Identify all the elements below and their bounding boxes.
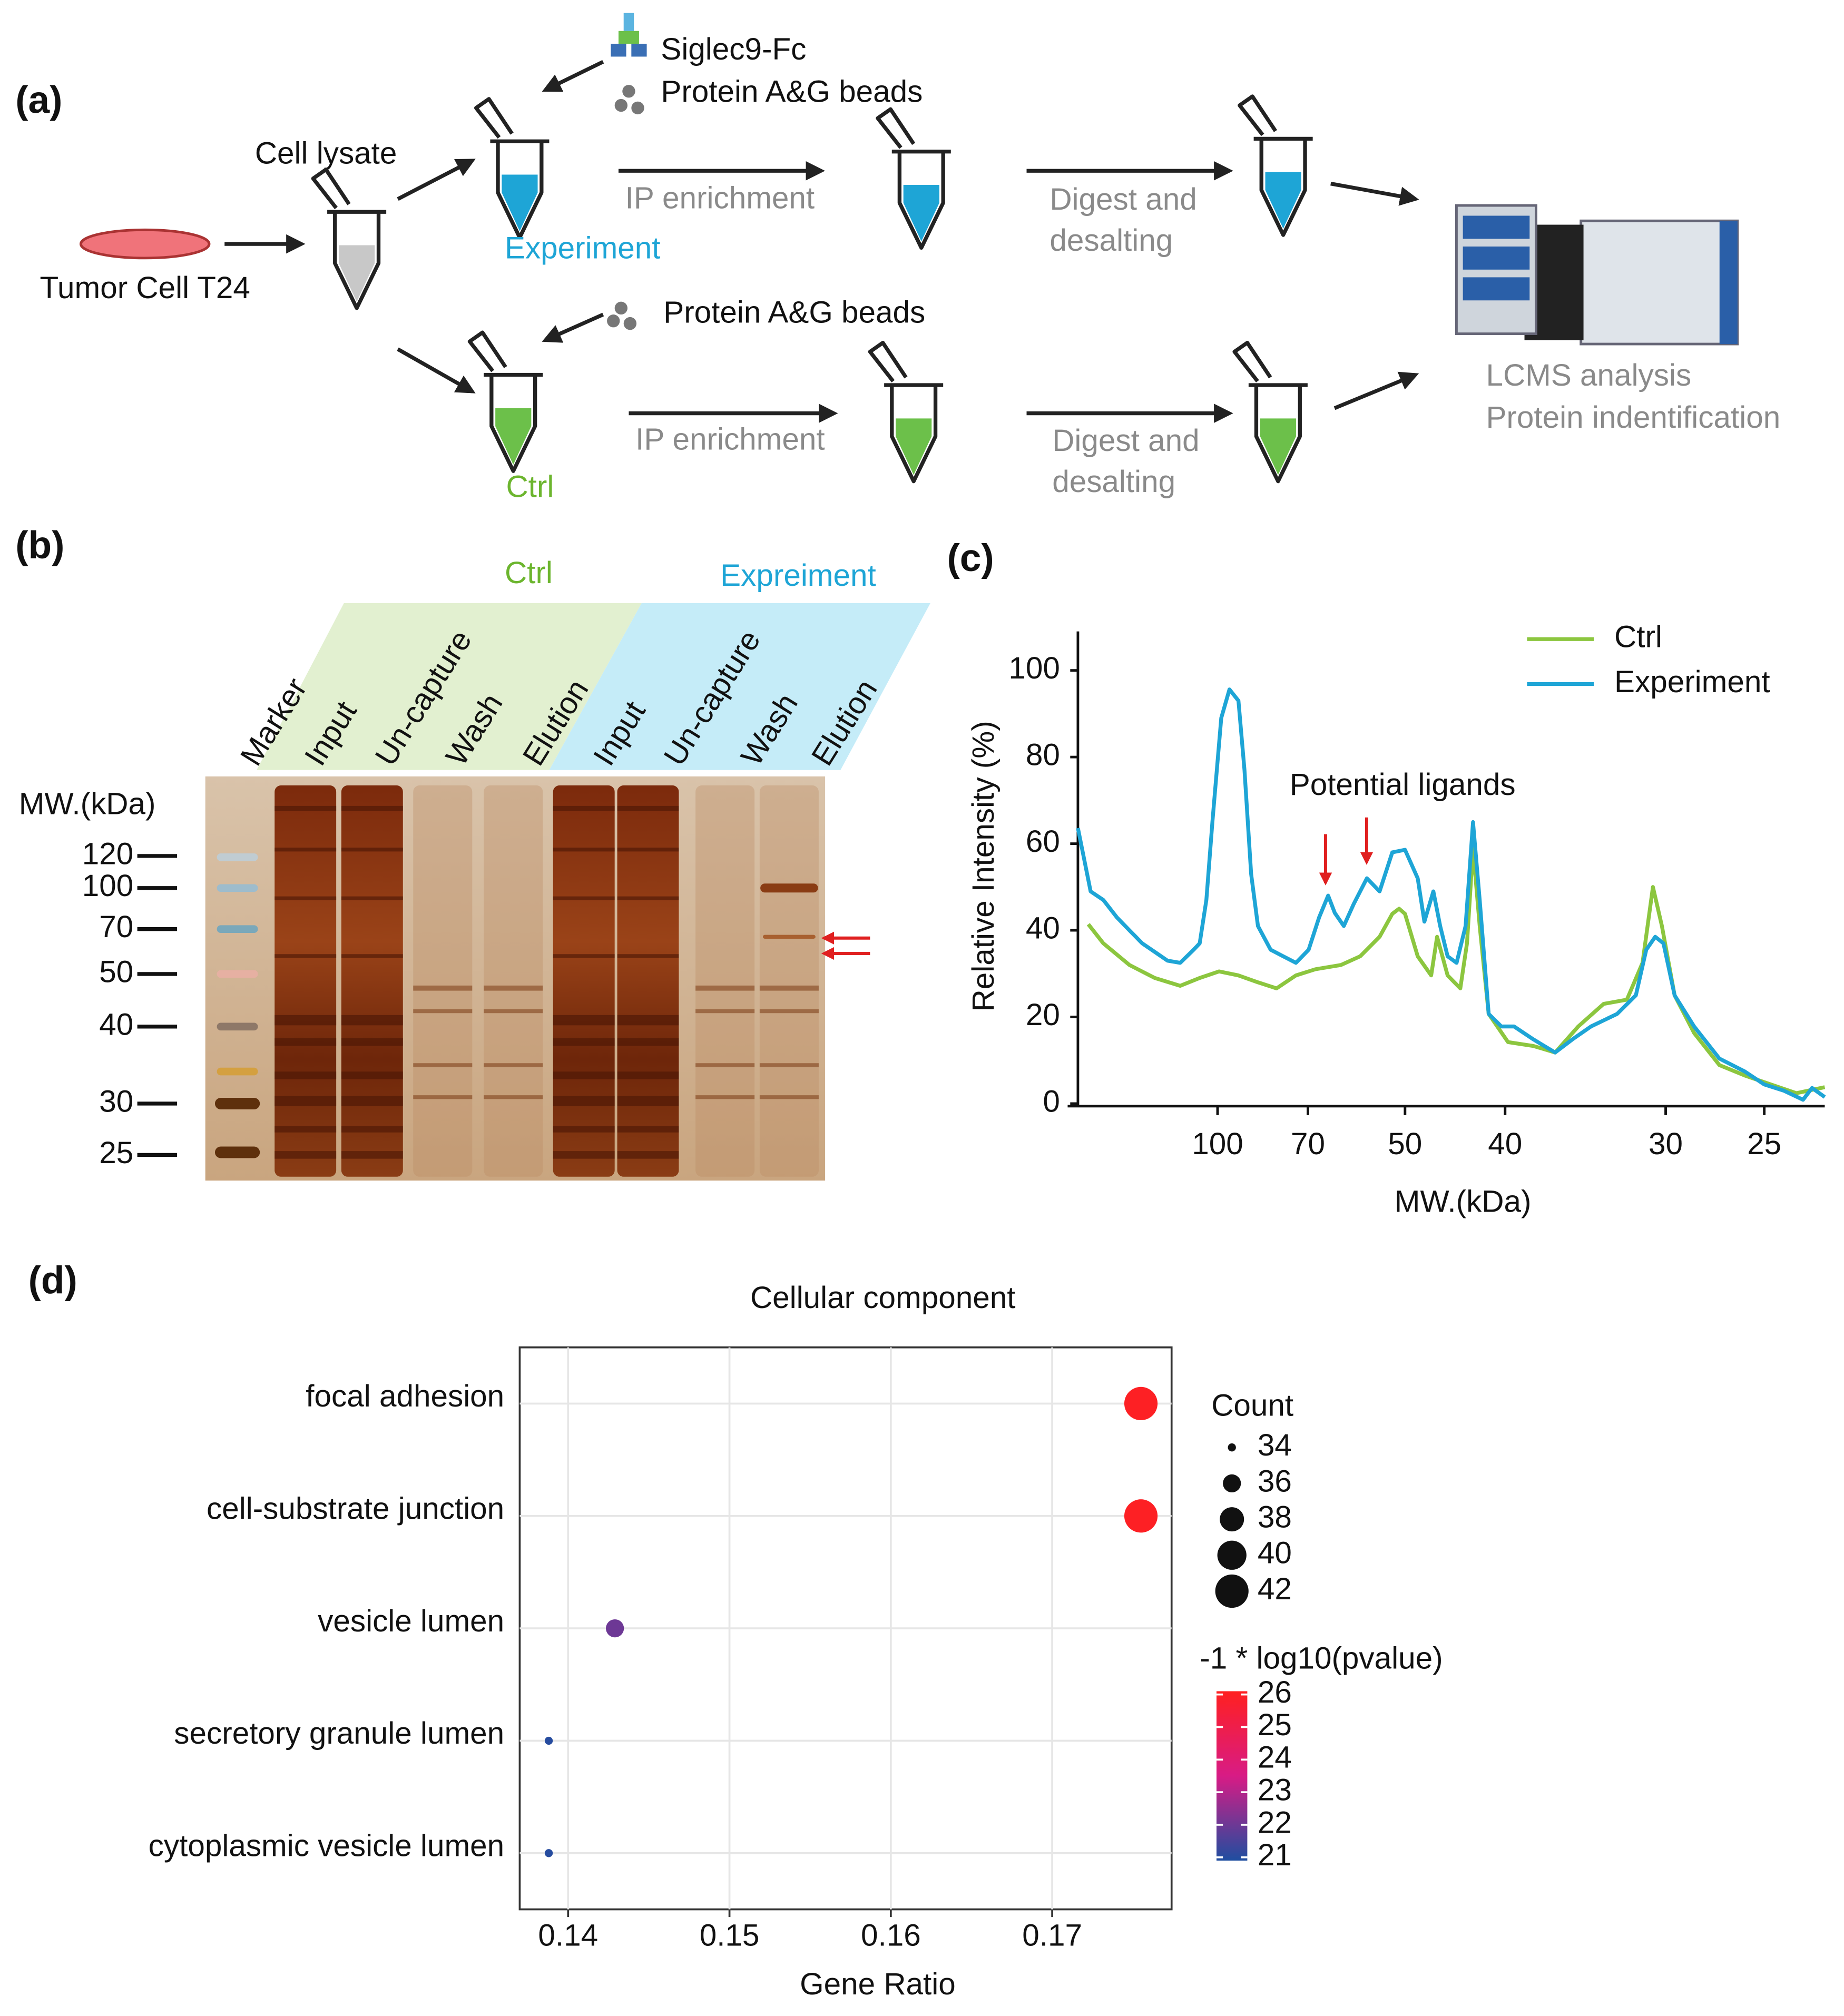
size-legend-dot [1217, 1540, 1247, 1570]
colorbar-label: 24 [1258, 1740, 1292, 1775]
size-legend-dot [1228, 1443, 1236, 1452]
x-axis-label: MW.(kDa) [1395, 1184, 1532, 1218]
x-tick-label: 40 [1488, 1127, 1522, 1161]
size-legend-label: 42 [1258, 1572, 1292, 1606]
text: Digest and [1049, 182, 1196, 217]
mw-label: 40 [99, 1007, 133, 1041]
mw-label: 50 [99, 955, 133, 989]
text: desalting [1052, 465, 1175, 499]
text: Experiment [505, 231, 661, 265]
dot [544, 1849, 553, 1857]
size-legend-label: 36 [1258, 1464, 1292, 1498]
red-arrows [821, 931, 870, 960]
colorbar-label: 25 [1258, 1708, 1292, 1742]
arrows [224, 60, 1419, 423]
text: LCMS analysis [1486, 358, 1691, 392]
size-legend-label: 38 [1258, 1500, 1292, 1535]
group-band [549, 603, 930, 770]
legend-title: -1 * log10(pvalue) [1200, 1641, 1443, 1675]
y-axis-label: Relative Intensity (%) [966, 721, 1001, 1011]
text: Protein A&G beads [663, 295, 925, 329]
text: desalting [1049, 223, 1173, 258]
y-tick-label: 80 [1026, 738, 1060, 772]
y-tick-label: 0 [1043, 1084, 1060, 1118]
text: Protein A&G beads [661, 75, 923, 109]
legend-label: Ctrl [1614, 620, 1662, 654]
line-series [1086, 846, 1826, 1095]
text: Siglec9-Fc [661, 32, 806, 66]
dot [1124, 1499, 1158, 1533]
annotation: Potential ligands [1290, 768, 1516, 802]
y-tick-label: 40 [1026, 911, 1060, 945]
size-legend-dot [1220, 1507, 1244, 1532]
antibody-icon [611, 13, 647, 57]
legend-title: Count [1211, 1389, 1293, 1423]
lcms-instrument [1455, 204, 1739, 346]
x-tick-label: 30 [1649, 1127, 1683, 1161]
y-tick-label: 60 [1026, 824, 1060, 859]
x-tick-label: 0.16 [861, 1919, 921, 1953]
text: IP enrichment [635, 422, 825, 457]
y-tick-label: cell-substrate junction [207, 1491, 504, 1526]
x-tick-label: 0.17 [1022, 1919, 1082, 1953]
group-label: Ctrl [505, 556, 553, 590]
x-tick-label: 100 [1192, 1127, 1243, 1161]
mw-title: MW.(kDa) [19, 786, 156, 821]
panel-label: (b) [15, 524, 64, 567]
x-axis-label: Gene Ratio [800, 1967, 956, 2001]
x-tick-label: 70 [1291, 1127, 1325, 1161]
mw-label: 70 [99, 910, 133, 944]
text: IP enrichment [625, 181, 815, 215]
text: Tumor Cell T24 [40, 271, 250, 305]
colorbar [1216, 1691, 1248, 1861]
panel-label: (a) [15, 78, 62, 121]
colorbar-label: 22 [1258, 1805, 1292, 1840]
x-tick-label: 0.14 [538, 1919, 598, 1953]
mw-label: 30 [99, 1084, 133, 1118]
text: Cell lysate [255, 136, 397, 170]
beads-icon [607, 85, 644, 330]
text: Digest and [1052, 424, 1199, 458]
colorbar-label: 23 [1258, 1773, 1292, 1807]
text: Ctrl [506, 470, 554, 504]
mw-label: 120 [82, 837, 134, 871]
y-tick-label: 100 [1008, 651, 1060, 685]
x-tick-label: 50 [1388, 1127, 1422, 1161]
group-label: Expreiment [720, 558, 876, 593]
petri-dish [80, 228, 211, 260]
group-band [257, 603, 642, 770]
size-legend-dot [1223, 1474, 1241, 1493]
size-legend-label: 34 [1258, 1428, 1292, 1462]
y-tick-label: secretory granule lumen [174, 1716, 504, 1751]
y-tick-label: vesicle lumen [318, 1604, 504, 1638]
panel-label: (d) [28, 1259, 77, 1302]
dot [605, 1619, 624, 1638]
gel-lanes [214, 785, 819, 1177]
panel-label: (c) [947, 537, 994, 579]
y-tick-label: cytoplasmic vesicle lumen [149, 1829, 505, 1863]
dot [544, 1736, 553, 1745]
y-tick-label: 20 [1026, 998, 1060, 1032]
x-tick-label: 25 [1747, 1127, 1781, 1161]
colorbar-label: 26 [1258, 1675, 1292, 1709]
mw-label: 25 [99, 1136, 133, 1170]
x-tick-label: 0.15 [700, 1919, 760, 1953]
panel-b: (b) Ctrl Expreiment MW.(kDa) [15, 524, 930, 1181]
dot [1124, 1386, 1158, 1421]
text: Protein indentification [1486, 400, 1780, 435]
mw-label: 100 [82, 869, 134, 903]
line-series [1076, 687, 1826, 1102]
legend-label: Experiment [1614, 665, 1770, 699]
colorbar-label: 21 [1258, 1838, 1292, 1872]
chart-title: Cellular component [750, 1281, 1015, 1315]
y-tick-label: focal adhesion [306, 1379, 504, 1413]
annotation-arrows [1319, 817, 1374, 886]
size-legend-dot [1215, 1574, 1249, 1608]
panel-a: (a) Tumor Cell T24 Cell lysate Siglec9-F… [15, 13, 1780, 504]
size-legend-label: 40 [1258, 1536, 1292, 1570]
